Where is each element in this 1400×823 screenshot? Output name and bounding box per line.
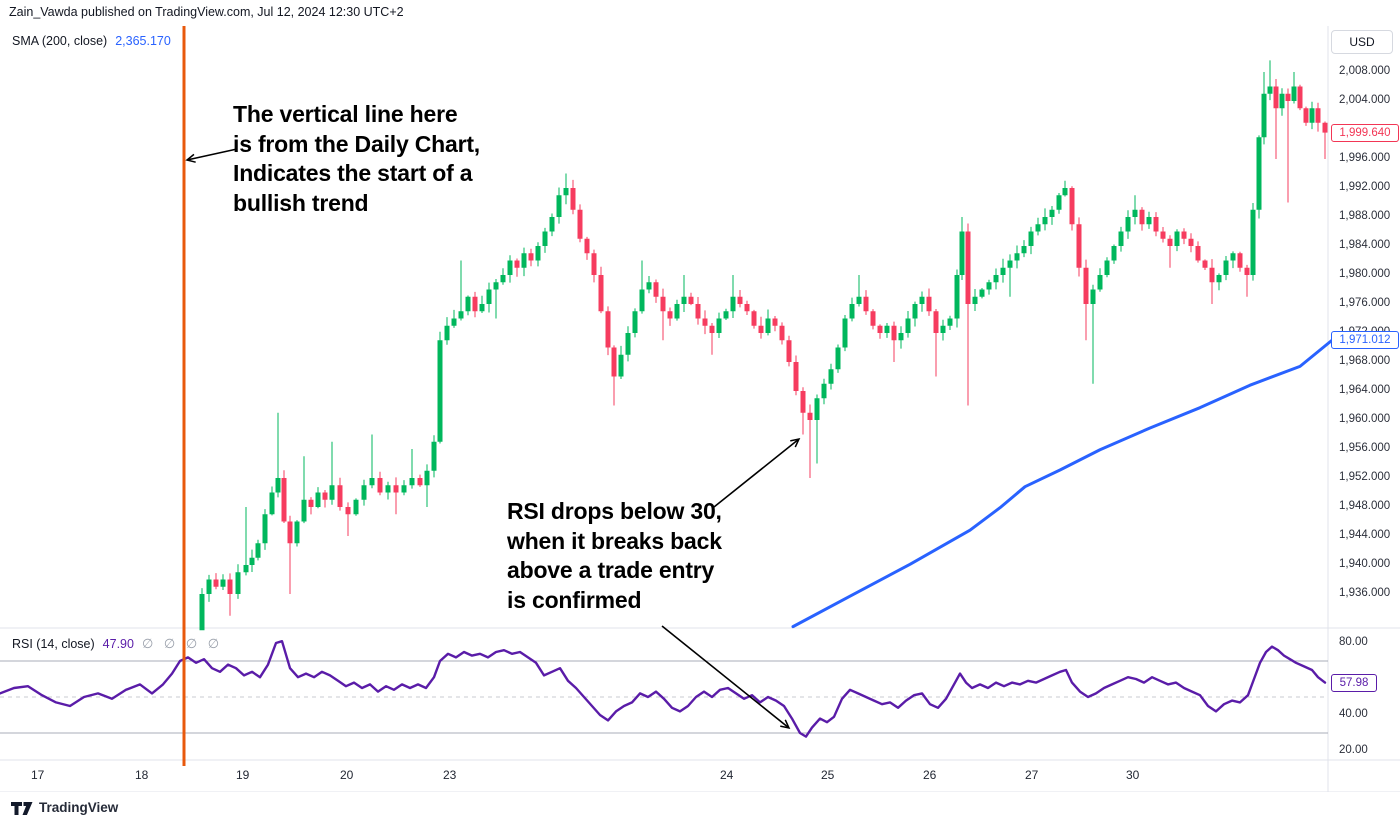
sma-legend-label: SMA (200, close) [12,34,108,48]
tradingview-logo-icon[interactable] [10,799,34,817]
currency-button[interactable]: USD [1331,30,1393,54]
time-tick-label: 17 [31,768,45,782]
axis-tick-label: 1,984.000 [1339,239,1391,251]
annotation-line: bullish trend [233,189,369,216]
axis-tick-label: 2,008.000 [1339,65,1391,77]
axis-tick-label: 1,956.000 [1339,442,1391,454]
rsi-legend[interactable]: RSI (14, close) 47.90 ∅ ∅ ∅ ∅ [12,636,219,652]
axis-tick-label: 1,996.000 [1339,152,1391,164]
axis-tick-label: 1,936.000 [1339,587,1391,599]
axis-tick-label: 2,004.000 [1339,94,1391,106]
rsi-legend-label: RSI (14, close) [12,637,95,651]
sma-legend[interactable]: SMA (200, close) 2,365.170 [12,34,171,48]
axis-tick-label: 1,964.000 [1339,384,1391,396]
time-tick-label: 23 [443,768,457,782]
time-tick-label: 30 [1126,768,1140,782]
time-tick-label: 27 [1025,768,1039,782]
axis-tick-label: 40.00 [1339,708,1368,720]
daily-vertical-line[interactable] [182,26,186,766]
axis-tick-label: 1,992.000 [1339,181,1391,193]
annotation-line: when it breaks back [507,527,722,554]
axis-tick-label: 1,988.000 [1339,210,1391,222]
axis-tick-label: 1,952.000 [1339,471,1391,483]
annotation-line: is confirmed [507,586,642,613]
time-tick-label: 24 [720,768,734,782]
time-tick-label: 18 [135,768,149,782]
sma-legend-value: 2,365.170 [115,34,171,48]
time-tick-label: 19 [236,768,250,782]
axis-tick-label: 1,968.000 [1339,355,1391,367]
rsi-line [0,640,1327,738]
rsi-legend-value: 47.90 [102,637,134,651]
axis-tick-label: 1,948.000 [1339,500,1391,512]
last-price-badge: 1,999.640 [1331,123,1399,142]
annotation-line: is from the Daily Chart, [233,130,480,157]
annotation-line: RSI drops below 30, [507,498,722,524]
attribution-text: Zain_Vawda published on TradingView.com,… [9,5,404,19]
rsi-band-lines [0,660,1328,734]
axis-tick-label: 1,940.000 [1339,558,1391,570]
axis-tick-label: 80.00 [1339,636,1368,648]
annotation-rsi-entry[interactable]: RSI drops below 30, when it breaks back … [507,497,722,615]
rsi-value-badge: 57.98 [1331,673,1377,692]
annotation-line: Indicates the start of a [233,160,473,186]
axis-tick-label: 1,980.000 [1339,268,1391,280]
time-tick-label: 26 [923,768,937,782]
time-axis[interactable]: 17 18 19 20 23 24 25 26 27 30 [0,760,1400,792]
axis-tick-label: 20.00 [1339,744,1368,756]
price-candles-layer [199,60,1328,631]
annotation-line: The vertical line here [233,101,458,127]
rsi-legend-empty-values: ∅ ∅ ∅ ∅ [141,636,220,651]
sma-line [791,338,1334,629]
time-tick-label: 25 [821,768,835,782]
panel-separators [0,26,1400,793]
time-tick-label: 20 [340,768,354,782]
annotation-arrows[interactable] [185,148,801,730]
price-axis[interactable]: 2,008.000 2,004.000 1,996.000 1,992.000 1,98… [1328,0,1400,792]
sma-value-badge: 1,971.012 [1331,331,1399,350]
axis-tick-label: 1,944.000 [1339,529,1391,541]
footer-bar: TradingView [0,792,1400,823]
annotation-daily-line[interactable]: The vertical line here is from the Daily… [233,100,480,218]
axis-tick-label: 1,976.000 [1339,297,1391,309]
annotation-line: above a trade entry [507,557,715,583]
tradingview-brand-text[interactable]: TradingView [39,800,119,815]
axis-tick-label: 1,960.000 [1339,413,1391,425]
